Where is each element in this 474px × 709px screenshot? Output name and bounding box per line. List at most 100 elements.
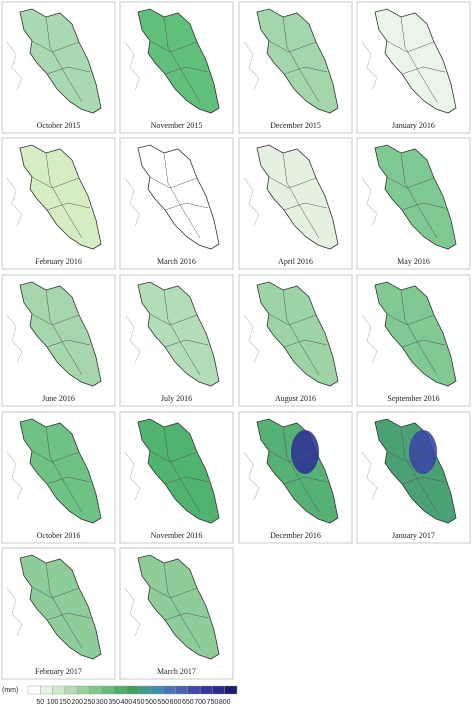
peninsula <box>137 418 220 524</box>
legend-swatch <box>64 685 78 695</box>
map-panel: November 2016 <box>119 411 234 544</box>
thailand-border <box>6 41 23 91</box>
legend-swatch <box>224 685 238 695</box>
legend-tick-label: 250 <box>84 699 96 706</box>
panel-label: February 2016 <box>35 257 82 266</box>
legend-unit: (mm) <box>2 687 18 694</box>
thailand-border <box>124 451 141 501</box>
map-panel: December 2015 <box>238 1 353 134</box>
state-borders <box>149 289 209 376</box>
state-borders <box>386 16 446 103</box>
panel-label: December 2016 <box>270 531 321 540</box>
legend-tick-label: 150 <box>59 699 71 706</box>
state-borders <box>31 562 91 649</box>
map-panel: June 2016 <box>1 274 116 407</box>
state-borders <box>31 16 91 103</box>
peninsula <box>137 8 220 114</box>
panel-label: January 2017 <box>392 531 435 540</box>
map-panel: February 2017 <box>1 547 116 680</box>
state-borders <box>268 289 328 376</box>
legend-swatch <box>199 685 213 695</box>
high-rain-area <box>291 430 319 474</box>
thailand-border <box>361 177 378 227</box>
state-borders <box>31 152 91 239</box>
legend-tick-label: 400 <box>121 699 133 706</box>
legend-tick-label: 450 <box>133 699 145 706</box>
map-panel: May 2016 <box>356 137 471 270</box>
legend-swatch <box>113 685 127 695</box>
legend-swatch <box>187 685 201 695</box>
map-panel: July 2016 <box>119 274 234 407</box>
legend-tick-label: 300 <box>96 699 108 706</box>
peninsula <box>19 418 102 524</box>
map-panel: March 2017 <box>119 547 234 680</box>
thailand-border <box>243 451 260 501</box>
thailand-border <box>243 314 260 364</box>
legend-swatch <box>212 685 225 695</box>
map-panel: October 2015 <box>1 1 116 134</box>
panel-label: June 2016 <box>42 394 75 403</box>
map-panel: January 2017 <box>356 411 471 544</box>
state-borders <box>268 152 328 239</box>
peninsula <box>256 281 339 387</box>
map-panel: January 2016 <box>356 1 471 134</box>
legend-swatch <box>126 685 139 695</box>
legend-swatch <box>89 685 102 695</box>
legend-swatch <box>76 685 90 695</box>
legend-swatch <box>163 685 176 695</box>
legend-tick-label: 800 <box>219 699 231 706</box>
panel-label: May 2016 <box>397 257 430 266</box>
panel-label: October 2016 <box>37 531 81 540</box>
panel-label: February 2017 <box>35 667 82 676</box>
state-borders <box>149 152 209 239</box>
panel-label: August 2016 <box>275 394 316 403</box>
state-borders <box>149 426 209 513</box>
panel-label: March 2017 <box>157 667 196 676</box>
peninsula <box>256 418 339 524</box>
panel-label: October 2015 <box>37 121 81 130</box>
legend-tick-label: 350 <box>108 699 120 706</box>
thailand-border <box>124 314 141 364</box>
map-panel: October 2016 <box>1 411 116 544</box>
legend: (mm) 50 100 150 200 250 300 350 400 450 500 550 600… <box>2 685 238 706</box>
thailand-border <box>243 41 260 91</box>
map-panel: December 2016 <box>238 411 353 544</box>
map-panel: November 2015 <box>119 1 234 134</box>
peninsula <box>19 8 102 114</box>
thailand-border <box>361 451 378 501</box>
thailand-border <box>6 587 23 637</box>
map-panel: March 2016 <box>119 137 234 270</box>
legend-tick-label: 600 <box>170 699 182 706</box>
high-rain-area <box>409 430 437 474</box>
map-panel: February 2016 <box>1 137 116 270</box>
thailand-border <box>361 41 378 91</box>
thailand-border <box>124 41 141 91</box>
state-borders <box>31 289 91 376</box>
legend-tick-label: 50 <box>36 699 44 706</box>
panel-label: November 2015 <box>151 121 203 130</box>
legend-tick-label: 750 <box>207 699 219 706</box>
legend-swatch <box>101 685 115 695</box>
state-borders <box>268 426 328 513</box>
thailand-border <box>361 314 378 364</box>
peninsula <box>374 144 457 250</box>
peninsula <box>137 281 220 387</box>
legend-tick-label: 700 <box>194 699 206 706</box>
state-borders <box>268 16 328 103</box>
peninsula <box>137 554 220 660</box>
legend-swatch <box>27 685 41 695</box>
panel-label: April 2016 <box>278 257 313 266</box>
state-borders <box>386 289 446 376</box>
peninsula <box>256 144 339 250</box>
map-panel: September 2016 <box>356 274 471 407</box>
thailand-border <box>243 177 260 227</box>
panel-label: September 2016 <box>387 394 439 403</box>
map-panel: August 2016 <box>238 274 353 407</box>
legend-tick-label: 100 <box>47 699 59 706</box>
state-borders <box>149 562 209 649</box>
state-borders <box>31 426 91 513</box>
legend-swatch <box>150 685 164 695</box>
state-borders <box>386 152 446 239</box>
panel-label: January 2016 <box>392 121 435 130</box>
